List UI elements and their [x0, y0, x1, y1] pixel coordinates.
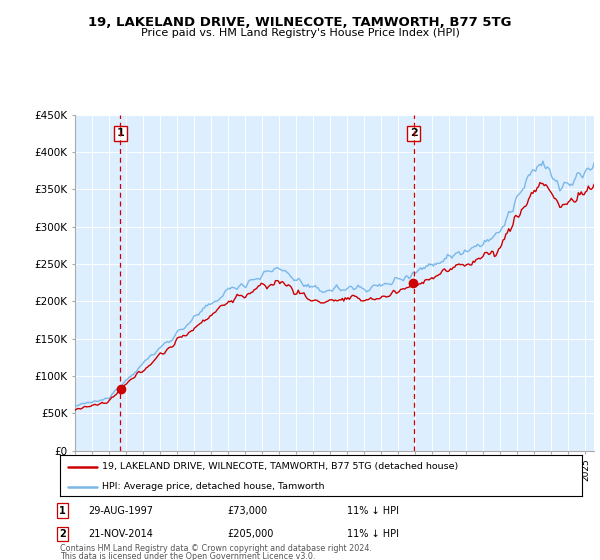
- Text: This data is licensed under the Open Government Licence v3.0.: This data is licensed under the Open Gov…: [60, 552, 316, 560]
- Text: 19, LAKELAND DRIVE, WILNECOTE, TAMWORTH, B77 5TG (detached house): 19, LAKELAND DRIVE, WILNECOTE, TAMWORTH,…: [102, 462, 458, 471]
- Text: 2: 2: [410, 128, 418, 138]
- Text: 19, LAKELAND DRIVE, WILNECOTE, TAMWORTH, B77 5TG: 19, LAKELAND DRIVE, WILNECOTE, TAMWORTH,…: [88, 16, 512, 29]
- Text: 21-NOV-2014: 21-NOV-2014: [89, 529, 154, 539]
- Text: £73,000: £73,000: [227, 506, 267, 516]
- Text: Price paid vs. HM Land Registry's House Price Index (HPI): Price paid vs. HM Land Registry's House …: [140, 28, 460, 38]
- Text: 11% ↓ HPI: 11% ↓ HPI: [347, 506, 399, 516]
- Text: 1: 1: [116, 128, 124, 138]
- Text: 1: 1: [59, 506, 66, 516]
- Text: HPI: Average price, detached house, Tamworth: HPI: Average price, detached house, Tamw…: [102, 482, 324, 491]
- Text: 29-AUG-1997: 29-AUG-1997: [89, 506, 154, 516]
- Text: Contains HM Land Registry data © Crown copyright and database right 2024.: Contains HM Land Registry data © Crown c…: [60, 544, 372, 553]
- Text: £205,000: £205,000: [227, 529, 274, 539]
- Text: 11% ↓ HPI: 11% ↓ HPI: [347, 529, 399, 539]
- Text: 2: 2: [59, 529, 66, 539]
